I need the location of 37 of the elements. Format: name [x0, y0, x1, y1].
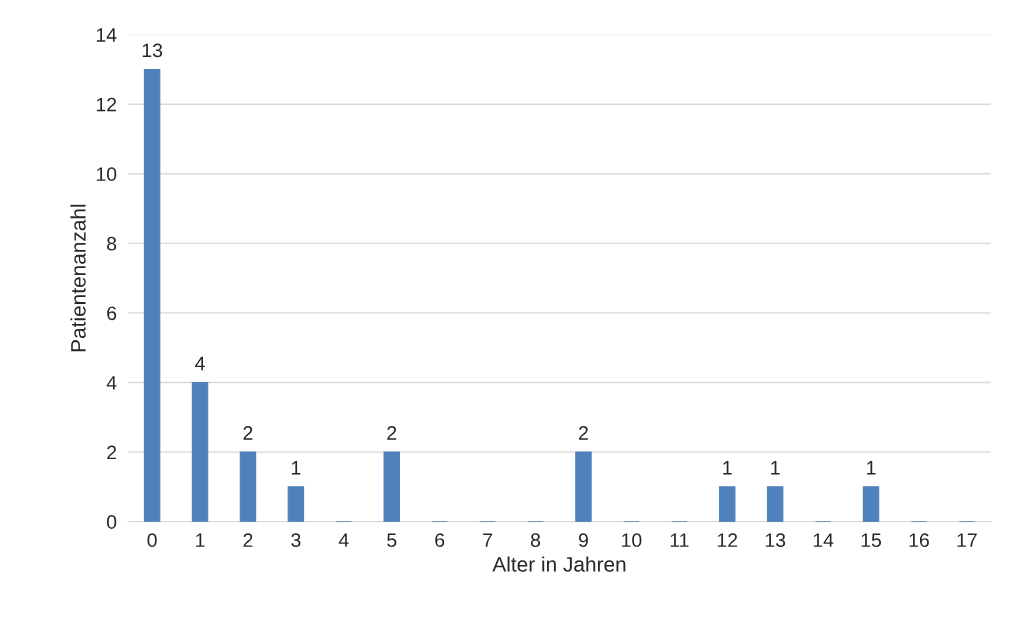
y-tick-label: 10 [96, 167, 117, 182]
x-tick-label: 4 [338, 533, 349, 547]
data-label: 2 [387, 426, 397, 440]
x-tick-label: 7 [483, 533, 493, 547]
x-tick-label: 10 [622, 533, 642, 548]
y-tick-label: 8 [107, 236, 117, 251]
y-axis-title: Patientenanzahl [70, 204, 86, 352]
y-tick-label: 6 [107, 306, 117, 321]
y-tick-label: 14 [96, 28, 117, 42]
x-tick-label: 3 [291, 533, 301, 548]
data-label: 2 [243, 426, 253, 440]
y-tick-label: 12 [96, 97, 117, 112]
x-tick-label: 1 [196, 533, 205, 547]
data-label: 1 [291, 461, 301, 475]
x-tick-label: 9 [578, 533, 588, 548]
x-tick-label: 17 [957, 533, 977, 547]
y-tick-label: 2 [107, 445, 117, 460]
x-tick-label: 0 [147, 533, 157, 548]
x-tick-label: 14 [813, 533, 834, 547]
x-tick-label: 13 [765, 533, 786, 548]
x-tick-label: 11 [670, 533, 689, 547]
x-tick-label: 12 [717, 533, 738, 547]
x-tick-label: 5 [387, 533, 397, 548]
data-label: 1 [867, 461, 876, 475]
x-axis-title: Alter in Jahren [492, 556, 626, 572]
x-tick-label: 2 [243, 533, 253, 547]
data-label: 2 [579, 426, 588, 440]
x-tick-label: 8 [530, 533, 541, 548]
data-label: 13 [142, 43, 163, 58]
data-label: 1 [771, 461, 780, 475]
x-tick-label: 6 [435, 533, 445, 548]
x-tick-label: 16 [909, 533, 929, 548]
y-tick-label: 0 [106, 515, 117, 529]
x-tick-label: 15 [861, 533, 882, 548]
data-label: 1 [723, 461, 732, 475]
y-tick-label: 4 [106, 376, 117, 390]
data-label: 4 [195, 356, 205, 371]
